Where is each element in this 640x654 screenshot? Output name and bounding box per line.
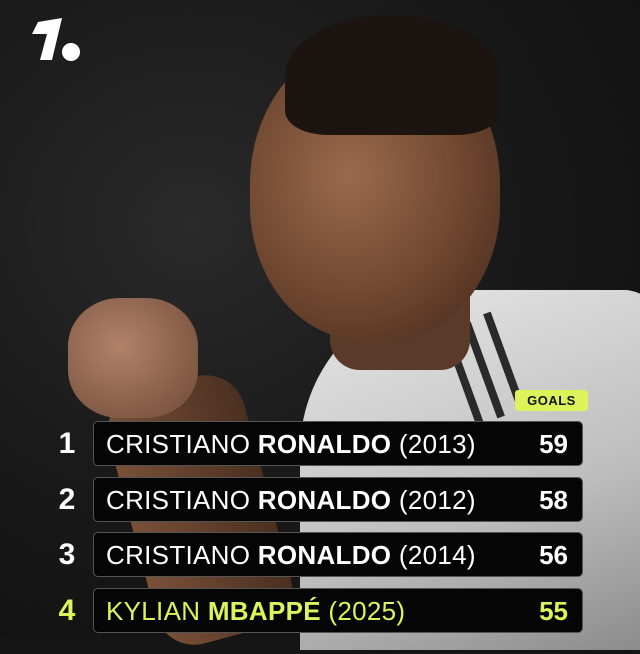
player-name: CRISTIANO RONALDO (2013): [106, 429, 476, 459]
player-name: CRISTIANO RONALDO (2012): [106, 485, 476, 515]
rank-number: 2: [58, 483, 76, 516]
goals-value: 59: [539, 429, 568, 459]
player-fist: [68, 298, 198, 418]
player-hair: [285, 15, 500, 135]
goals-value: 55: [539, 596, 568, 626]
brand-logo: [32, 18, 80, 61]
player-name: KYLIAN MBAPPÉ (2025): [106, 596, 406, 626]
rank-number: 1: [58, 427, 76, 460]
goals-column-label: GOALS: [515, 390, 588, 411]
table-row: CRISTIANO RONALDO (2013) 59: [93, 421, 583, 466]
rank-number: 3: [58, 538, 76, 571]
table-row: CRISTIANO RONALDO (2012) 58: [93, 477, 583, 522]
table-row-highlight: KYLIAN MBAPPÉ (2025) 55: [93, 588, 583, 633]
player-name: CRISTIANO RONALDO (2014): [106, 540, 476, 570]
rank-number-highlight: 4: [58, 594, 76, 627]
goals-value: 58: [539, 485, 568, 515]
goals-value: 56: [539, 540, 568, 570]
table-row: CRISTIANO RONALDO (2014) 56: [93, 532, 583, 577]
